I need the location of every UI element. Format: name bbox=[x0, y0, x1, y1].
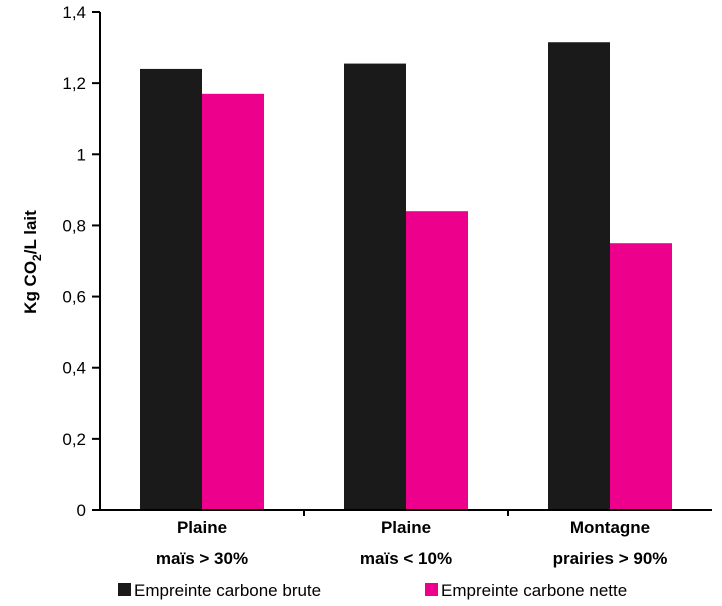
bar-nette bbox=[610, 243, 672, 510]
svg-text:Kg CO2/L lait: Kg CO2/L lait bbox=[21, 210, 44, 314]
y-tick-label: 0,2 bbox=[62, 430, 86, 449]
y-tick-label: 0,8 bbox=[62, 216, 86, 235]
y-axis-title-main: Kg CO bbox=[21, 261, 40, 314]
legend-label: Empreinte carbone nette bbox=[441, 581, 627, 600]
category-label-line1: Montagne bbox=[570, 518, 650, 537]
x-axis-labels: Plaine maïs > 30% Plaine maïs < 10% Montagne… bbox=[156, 510, 667, 568]
legend-label: Empreinte carbone brute bbox=[134, 581, 321, 600]
legend: Empreinte carbone brute Empreinte carbone… bbox=[118, 581, 627, 600]
y-tick-label: 1,2 bbox=[62, 74, 86, 93]
bar-brute bbox=[548, 42, 610, 510]
bars bbox=[140, 42, 672, 510]
category-label-line2: maïs < 10% bbox=[360, 549, 452, 568]
y-axis-ticks: 0 0,2 0,4 0,6 0,8 1 1,2 1,4 bbox=[62, 3, 100, 520]
category-label-line1: Plaine bbox=[381, 518, 431, 537]
y-tick-label: 0,6 bbox=[62, 288, 86, 307]
bar-brute bbox=[140, 69, 202, 510]
y-tick-label: 1 bbox=[77, 145, 86, 164]
category-label-line2: maïs > 30% bbox=[156, 549, 248, 568]
y-tick-label: 0 bbox=[77, 501, 86, 520]
legend-swatch bbox=[425, 583, 438, 596]
bar-nette bbox=[202, 94, 264, 510]
category-label-line1: Plaine bbox=[177, 518, 227, 537]
category-label-line2: prairies > 90% bbox=[553, 549, 668, 568]
y-tick-label: 1,4 bbox=[62, 3, 86, 22]
y-axis-title: Kg CO2/L lait bbox=[21, 210, 44, 314]
bar-nette bbox=[406, 211, 468, 510]
bar-brute bbox=[344, 64, 406, 510]
legend-swatch bbox=[118, 583, 131, 596]
y-axis-title-unit: /L lait bbox=[21, 210, 40, 254]
y-tick-label: 0,4 bbox=[62, 359, 86, 378]
